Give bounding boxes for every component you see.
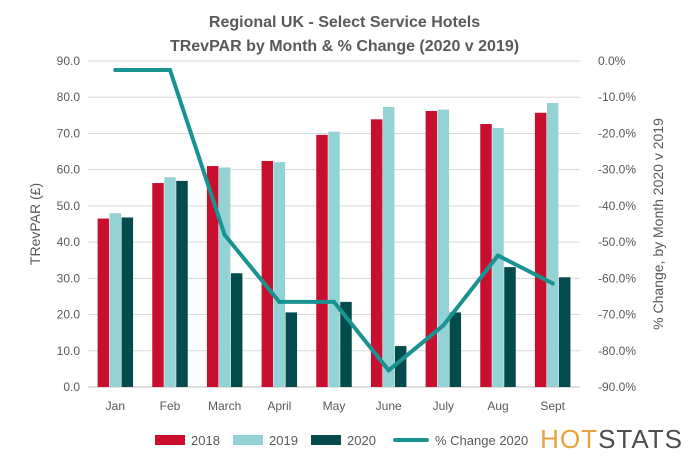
- hotstats-logo: HOTSTATS: [540, 424, 683, 455]
- legend-label: 2019: [269, 433, 298, 448]
- bar-2019: [218, 167, 231, 387]
- bar-2020: [558, 277, 571, 387]
- bar-2020: [504, 267, 516, 387]
- y-tick-label: 10.0: [57, 344, 81, 358]
- bar-2018: [97, 218, 110, 387]
- bar-2018: [370, 119, 383, 387]
- y-tick-label: 20.0: [57, 308, 81, 322]
- bar-2019: [328, 131, 340, 387]
- bar-2019: [437, 109, 450, 387]
- y2-tick-label: -20.0%: [598, 126, 636, 140]
- bar-2018: [206, 166, 219, 387]
- change-point: [496, 253, 500, 258]
- legend-label: 2020: [347, 433, 376, 448]
- change-point: [441, 323, 446, 328]
- change-point: [168, 68, 172, 73]
- legend-swatch-2020: [311, 435, 341, 445]
- chart-subtitle: TRevPAR by Month & % Change (2020 v 2019…: [169, 38, 520, 55]
- bar-2020: [449, 312, 462, 387]
- axis-layer: 0.0 10.0 20.0 30.0 40.0 50.0 60.0 70.0 80.0 90.0 -…: [27, 54, 666, 413]
- bar-2019: [546, 103, 559, 388]
- x-tick-label: May: [323, 399, 346, 413]
- y2-tick-label: -50.0%: [598, 235, 636, 249]
- y2-tick-label: -70.0%: [598, 308, 636, 322]
- y-tick-label: 70.0: [57, 126, 81, 140]
- bar-2018: [152, 183, 164, 387]
- bar-2020: [121, 217, 134, 387]
- bar-2019: [382, 107, 395, 387]
- bar-2020: [394, 346, 407, 387]
- bar-layer: [97, 103, 571, 388]
- legend-swatch-2018: [155, 435, 185, 445]
- y2-tick-label: -30.0%: [598, 163, 636, 177]
- legend-swatch-2019: [233, 435, 263, 445]
- y-tick-label: 40.0: [57, 235, 81, 249]
- x-tick-label: June: [376, 399, 402, 413]
- bar-2019: [164, 177, 176, 387]
- x-tick-label: April: [267, 399, 291, 413]
- y2-axis-title: % Change, by Month 2020 v 2019: [650, 118, 666, 330]
- y-tick-label: 90.0: [57, 54, 81, 68]
- change-point: [550, 281, 555, 286]
- logo-part-hot: HOT: [540, 424, 599, 454]
- x-tick-label: Aug: [487, 399, 508, 413]
- y-tick-label: 0.0: [63, 380, 80, 394]
- bar-2020: [285, 312, 298, 387]
- change-point: [277, 299, 282, 304]
- legend: 2018 2019 2020 % Change 2020: [155, 433, 528, 448]
- bar-2018: [480, 124, 492, 387]
- y2-tick-label: -60.0%: [598, 271, 636, 285]
- bar-2020: [230, 273, 243, 387]
- x-tick-label: March: [208, 399, 241, 413]
- y2-tick-label: -10.0%: [598, 90, 636, 104]
- y-tick-label: 30.0: [57, 271, 81, 285]
- y2-tick-label: 0.0%: [598, 54, 626, 68]
- change-point: [332, 299, 336, 304]
- x-tick-label: Feb: [160, 399, 181, 413]
- y2-tick-label: -90.0%: [598, 380, 636, 394]
- bar-2020: [176, 180, 188, 387]
- y-tick-label: 60.0: [57, 163, 81, 177]
- line-layer: [113, 68, 555, 373]
- logo-part-stats: STATS: [598, 424, 683, 454]
- chart-title: Regional UK - Select Service Hotels: [208, 14, 481, 31]
- change-point: [113, 68, 118, 73]
- x-tick-label: Sept: [540, 399, 565, 413]
- bar-2018: [261, 160, 274, 387]
- bar-2018: [316, 134, 328, 387]
- legend-label: % Change 2020: [435, 433, 528, 448]
- change-point: [222, 232, 227, 237]
- bar-2019: [109, 213, 122, 387]
- bar-2018: [425, 110, 438, 387]
- bar-2019: [273, 162, 286, 387]
- bar-2020: [340, 301, 352, 387]
- y-tick-label: 50.0: [57, 199, 81, 213]
- change-point: [386, 368, 391, 373]
- x-tick-label: July: [433, 399, 454, 413]
- x-tick-label: Jan: [106, 399, 125, 413]
- y2-tick-label: -80.0%: [598, 344, 636, 358]
- y-axis-title: TRevPAR (£): [27, 183, 43, 265]
- legend-label: 2018: [191, 433, 220, 448]
- bar-2018: [534, 112, 547, 387]
- y-tick-label: 80.0: [57, 90, 81, 104]
- y2-tick-label: -40.0%: [598, 199, 636, 213]
